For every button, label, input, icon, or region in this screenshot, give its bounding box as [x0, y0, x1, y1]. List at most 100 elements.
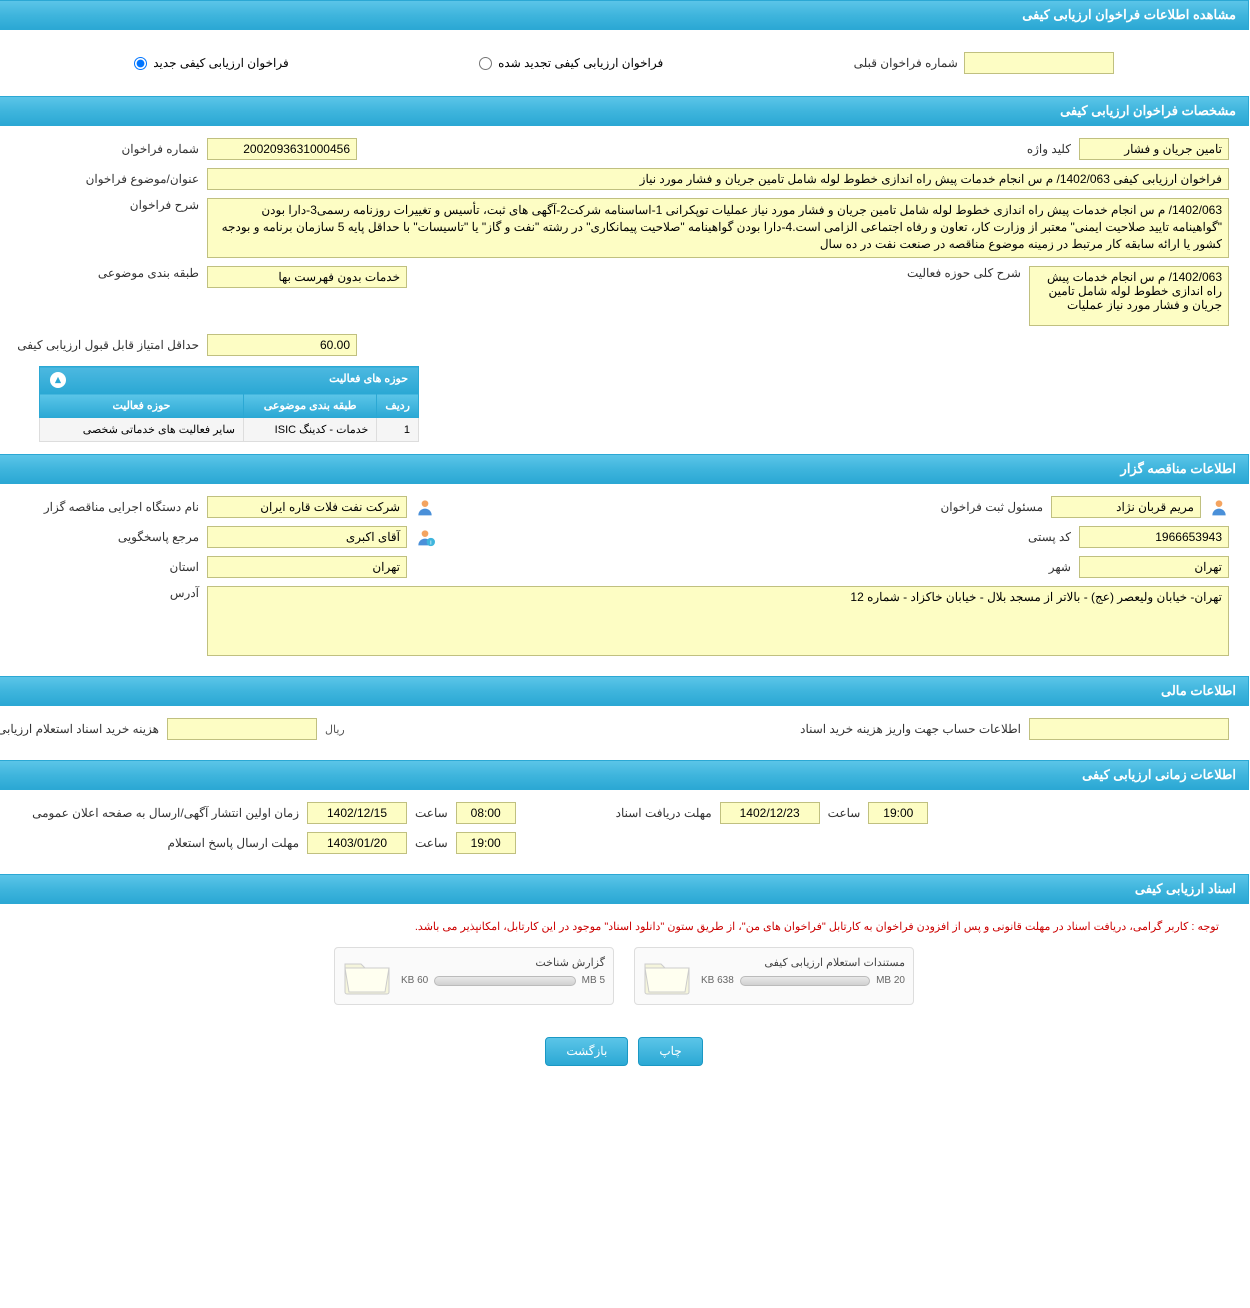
registrar-field[interactable]: مریم قربان نژاد [1052, 496, 1202, 518]
prev-number-label: شماره فراخوان قبلی [855, 56, 959, 70]
title-field[interactable]: فراخوان ارزیابی کیفی 1402/063/ م س انجام… [208, 168, 1230, 190]
responder-label: مرجع پاسخگویی [20, 530, 200, 544]
finance-title: اطلاعات مالی [1162, 683, 1237, 698]
doc1-used: 60 KB [402, 975, 429, 986]
account-field[interactable] [1030, 718, 1230, 740]
call-number-field[interactable]: 2002093631000456 [208, 138, 358, 160]
radio-new-call[interactable]: فراخوان ارزیابی کیفی جدید [135, 56, 289, 70]
timing-header: اطلاعات زمانی ارزیابی کیفی [0, 760, 1250, 790]
person-icon [416, 496, 436, 518]
city-label: شهر [932, 560, 1072, 574]
finance-header: اطلاعات مالی [0, 676, 1250, 706]
response-time-label: ساعت [416, 836, 449, 850]
org-field[interactable]: شرکت نفت فلات قاره ایران [208, 496, 408, 518]
scope-field[interactable]: 1402/063/ م س انجام خدمات پیش راه اندازی… [1030, 266, 1230, 326]
response-label: مهلت ارسال پاسخ استعلام [20, 836, 300, 850]
city-field[interactable]: تهران [1080, 556, 1230, 578]
spec-header: مشخصات فراخوان ارزیابی کیفی [0, 96, 1250, 126]
timing-title: اطلاعات زمانی ارزیابی کیفی [1083, 767, 1237, 782]
radio-renewed-call[interactable]: فراخوان ارزیابی کیفی تجدید شده [480, 56, 664, 70]
receive-label: مهلت دریافت اسناد [593, 806, 713, 820]
scope-label: شرح کلی حوزه فعالیت [882, 266, 1022, 280]
docs-notice: توجه : کاربر گرامی، دریافت اسناد در مهلت… [20, 916, 1230, 937]
finance-body: هزینه خرید اسناد استعلام ارزیابی کیفی ری… [0, 706, 1250, 760]
doc1-total: 5 MB [583, 975, 606, 986]
keyword-label: کلید واژه [932, 142, 1072, 156]
category-field[interactable]: خدمات بدون فهرست بها [208, 266, 408, 288]
back-button[interactable]: بازگشت [546, 1037, 629, 1066]
spec-body: شماره فراخوان 2002093631000456 کلید واژه… [0, 126, 1250, 454]
doc-card-1[interactable]: گزارش شناخت 60 KB 5 MB [335, 947, 615, 1005]
page-title-bar: مشاهده اطلاعات فراخوان ارزیابی کیفی [0, 0, 1250, 30]
keyword-field[interactable]: تامین جریان و فشار [1080, 138, 1230, 160]
doc2-title: مستندات استعلام ارزیابی کیفی [702, 956, 906, 969]
page-title: مشاهده اطلاعات فراخوان ارزیابی کیفی [1023, 7, 1237, 22]
person-icon [1210, 496, 1230, 518]
collapse-icon[interactable]: ▴ [51, 372, 67, 388]
th-cat: طبقه بندی موضوعی [244, 394, 377, 418]
info-person-icon: i [416, 526, 436, 548]
prev-number-field[interactable] [965, 52, 1115, 74]
fee-field[interactable] [168, 718, 318, 740]
doc2-progress [741, 976, 871, 986]
call-number-label: شماره فراخوان [20, 142, 200, 156]
radio-new-input[interactable] [135, 57, 148, 70]
docs-title: اسناد ارزیابی کیفی [1136, 881, 1237, 896]
activity-table-wrap: حوزه های فعالیت ▴ ردیف طبقه بندی موضوعی … [40, 366, 420, 442]
desc-field[interactable]: 1402/063/ م س انجام خدمات پیش راه اندازی… [208, 198, 1230, 258]
button-row: چاپ بازگشت [0, 1017, 1250, 1086]
doc2-total: 20 MB [877, 975, 906, 986]
receive-time-label: ساعت [829, 806, 862, 820]
registrar-label: مسئول ثبت فراخوان [904, 500, 1044, 514]
publish-time-field[interactable]: 08:00 [457, 802, 517, 824]
print-button[interactable]: چاپ [639, 1037, 703, 1066]
responder-field[interactable]: آقای اکبری [208, 526, 408, 548]
doc1-progress [435, 976, 576, 986]
province-field[interactable]: تهران [208, 556, 408, 578]
folder-icon [344, 956, 392, 996]
spec-title: مشخصات فراخوان ارزیابی کیفی [1061, 103, 1237, 118]
table-row: 1 خدمات - کدینگ ISIC سایر فعالیت های خدم… [41, 418, 420, 442]
publish-time-label: ساعت [416, 806, 449, 820]
folder-icon [644, 956, 692, 996]
docs-body: توجه : کاربر گرامی، دریافت اسناد در مهلت… [0, 904, 1250, 1017]
activity-table-title: حوزه های فعالیت [330, 373, 409, 385]
radio-renewed-input[interactable] [480, 57, 493, 70]
td-field: سایر فعالیت های خدماتی شخصی [41, 418, 245, 442]
radio-renewed-label: فراخوان ارزیابی کیفی تجدید شده [499, 56, 664, 70]
category-label: طبقه بندی موضوعی [20, 266, 200, 280]
min-score-label: حداقل امتیاز قابل قبول ارزیابی کیفی [20, 338, 200, 352]
receive-date-field[interactable]: 1402/12/23 [721, 802, 821, 824]
org-label: نام دستگاه اجرایی مناقصه گزار [20, 500, 200, 514]
title-label: عنوان/موضوع فراخوان [20, 172, 200, 186]
receive-time-field[interactable]: 19:00 [869, 802, 929, 824]
postal-label: کد پستی [932, 530, 1072, 544]
address-field[interactable]: تهران- خیابان ولیعصر (عج) - بالاتر از مس… [208, 586, 1230, 656]
timing-body: زمان اولین انتشار آگهی/ارسال به صفحه اعل… [0, 790, 1250, 874]
desc-label: شرح فراخوان [20, 198, 200, 212]
min-score-field[interactable]: 60.00 [208, 334, 358, 356]
activity-table: حوزه های فعالیت ▴ ردیف طبقه بندی موضوعی … [40, 366, 420, 442]
type-selection-row: فراخوان ارزیابی کیفی جدید فراخوان ارزیاب… [0, 30, 1250, 96]
td-idx: 1 [378, 418, 420, 442]
publish-label: زمان اولین انتشار آگهی/ارسال به صفحه اعل… [20, 806, 300, 820]
activity-table-title-cell: حوزه های فعالیت ▴ [41, 367, 420, 394]
doc-card-2[interactable]: مستندات استعلام ارزیابی کیفی 638 KB 20 M… [635, 947, 915, 1005]
account-label: اطلاعات حساب جهت واریز هزینه خرید اسناد [862, 722, 1022, 736]
province-label: استان [20, 560, 200, 574]
currency-label: ریال [326, 723, 346, 736]
docs-header: اسناد ارزیابی کیفی [0, 874, 1250, 904]
td-cat: خدمات - کدینگ ISIC [244, 418, 377, 442]
response-time-field[interactable]: 19:00 [457, 832, 517, 854]
doc1-title: گزارش شناخت [402, 956, 606, 969]
postal-field[interactable]: 1966653943 [1080, 526, 1230, 548]
prev-number-group: شماره فراخوان قبلی [855, 52, 1115, 74]
radio-new-label: فراخوان ارزیابی کیفی جدید [154, 56, 289, 70]
bidder-body: نام دستگاه اجرایی مناقصه گزار شرکت نفت ف… [0, 484, 1250, 676]
th-field: حوزه فعالیت [41, 394, 245, 418]
response-date-field[interactable]: 1403/01/20 [308, 832, 408, 854]
bidder-header: اطلاعات مناقصه گزار [0, 454, 1250, 484]
bidder-title: اطلاعات مناقصه گزار [1122, 461, 1237, 476]
publish-date-field[interactable]: 1402/12/15 [308, 802, 408, 824]
th-idx: ردیف [378, 394, 420, 418]
